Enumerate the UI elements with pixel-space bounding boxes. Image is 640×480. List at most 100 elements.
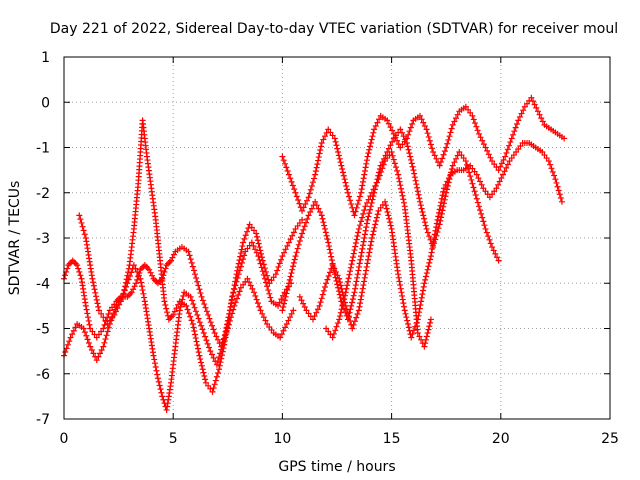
data-point bbox=[359, 242, 366, 249]
data-point bbox=[438, 199, 445, 206]
data-point bbox=[235, 260, 242, 267]
data-point bbox=[90, 282, 97, 289]
data-point bbox=[339, 165, 346, 172]
axis-ticks bbox=[63, 56, 611, 420]
data-point bbox=[352, 282, 359, 289]
data-point bbox=[453, 115, 460, 122]
data-point bbox=[422, 276, 429, 283]
data-point bbox=[240, 239, 247, 246]
data-point bbox=[304, 215, 311, 222]
data-point bbox=[409, 120, 416, 127]
data-point bbox=[410, 327, 417, 334]
data-point bbox=[259, 268, 266, 275]
data-point bbox=[555, 187, 562, 194]
data-point bbox=[327, 129, 334, 136]
data-point bbox=[256, 244, 263, 251]
data-point bbox=[354, 274, 361, 281]
data-point bbox=[196, 319, 203, 326]
data-point bbox=[319, 215, 326, 222]
data-point bbox=[493, 254, 500, 261]
data-point bbox=[284, 242, 291, 249]
data-point bbox=[186, 252, 193, 259]
data-point bbox=[216, 366, 223, 373]
data-point bbox=[98, 328, 105, 335]
data-point bbox=[133, 280, 140, 287]
data-point bbox=[209, 388, 216, 395]
series-track-d bbox=[279, 94, 568, 219]
data-point bbox=[414, 184, 421, 191]
data-point bbox=[458, 152, 465, 159]
data-point bbox=[482, 188, 489, 195]
data-point bbox=[359, 178, 366, 185]
data-point bbox=[436, 162, 443, 169]
data-point bbox=[370, 186, 377, 193]
data-point bbox=[504, 161, 511, 168]
data-point bbox=[257, 307, 264, 314]
data-point bbox=[495, 167, 502, 174]
data-point bbox=[363, 160, 370, 167]
data-point bbox=[296, 200, 303, 207]
data-point bbox=[338, 306, 345, 313]
data-point bbox=[481, 222, 488, 229]
data-point bbox=[156, 382, 163, 389]
data-point bbox=[192, 271, 199, 278]
data-point bbox=[390, 156, 397, 163]
data-point bbox=[207, 348, 214, 355]
data-point bbox=[163, 305, 170, 312]
data-point bbox=[398, 189, 405, 196]
data-point bbox=[349, 296, 356, 303]
data-point bbox=[205, 311, 212, 318]
data-point bbox=[485, 151, 492, 158]
data-point bbox=[285, 280, 292, 287]
data-point bbox=[317, 299, 324, 306]
data-point bbox=[394, 137, 401, 144]
data-point bbox=[324, 236, 331, 243]
x-tick-label: 25 bbox=[601, 431, 619, 447]
data-point bbox=[364, 199, 371, 206]
data-point bbox=[284, 287, 291, 294]
data-point bbox=[346, 314, 353, 321]
data-point bbox=[427, 316, 434, 323]
y-tick-label: -5 bbox=[36, 322, 50, 338]
data-point bbox=[201, 301, 208, 308]
data-point bbox=[221, 332, 228, 339]
data-point bbox=[211, 330, 218, 337]
x-tick-label: 0 bbox=[60, 431, 69, 447]
data-point bbox=[259, 257, 266, 264]
data-point bbox=[91, 286, 98, 293]
data-point bbox=[467, 109, 474, 116]
data-point bbox=[478, 181, 485, 188]
data-point bbox=[318, 139, 325, 146]
data-point bbox=[340, 172, 347, 179]
data-point bbox=[300, 300, 307, 307]
data-point bbox=[395, 175, 402, 182]
data-point bbox=[349, 325, 356, 332]
data-point bbox=[190, 267, 197, 274]
data-point bbox=[411, 170, 418, 177]
data-point bbox=[374, 119, 381, 126]
data-point bbox=[287, 314, 294, 321]
data-point bbox=[246, 221, 253, 228]
data-point bbox=[141, 294, 148, 301]
data-point bbox=[427, 319, 434, 326]
data-point bbox=[202, 379, 209, 386]
data-point bbox=[321, 225, 328, 232]
data-point bbox=[441, 196, 448, 203]
data-point bbox=[424, 266, 431, 273]
data-point bbox=[254, 233, 261, 240]
data-point bbox=[372, 182, 379, 189]
data-point bbox=[422, 222, 429, 229]
data-point bbox=[206, 315, 213, 322]
data-point bbox=[119, 294, 126, 301]
data-point bbox=[503, 164, 510, 171]
grid bbox=[64, 57, 610, 419]
data-point bbox=[424, 330, 431, 337]
data-point bbox=[93, 357, 100, 364]
data-point bbox=[283, 290, 290, 297]
data-point bbox=[279, 153, 286, 160]
data-point bbox=[433, 155, 440, 162]
data-point bbox=[427, 253, 434, 260]
data-point bbox=[453, 155, 460, 162]
x-axis-label: GPS time / hours bbox=[278, 459, 395, 475]
data-point bbox=[85, 317, 92, 324]
